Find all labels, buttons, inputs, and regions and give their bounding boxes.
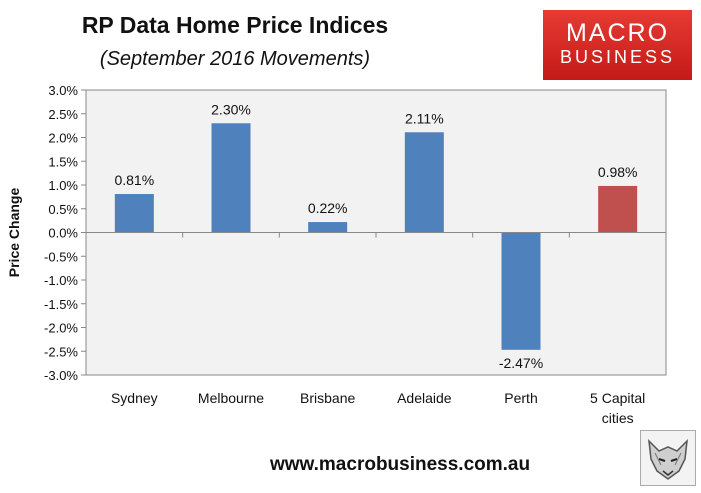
chart-title: RP Data Home Price Indices (81, 12, 389, 38)
x-tick-label: Brisbane (300, 390, 355, 406)
data-label: 0.22% (308, 200, 348, 216)
y-tick-label: 0.0% (48, 226, 78, 241)
x-tick-label: Perth (504, 390, 537, 406)
y-tick-label: -1.0% (44, 273, 78, 288)
logo-line-macro: MACRO (565, 19, 670, 47)
bar-5-capital-cities (598, 185, 638, 233)
wolf-head-icon (640, 430, 696, 486)
y-tick-label: 1.5% (48, 154, 78, 169)
x-tick-label: cities (602, 410, 634, 426)
y-tick-label: 0.5% (48, 202, 78, 217)
y-tick-label: 1.0% (48, 178, 78, 193)
data-label: 2.30% (211, 101, 251, 117)
x-tick-label: Sydney (111, 390, 158, 406)
macrobusiness-logo: MACRO BUSINESS (543, 10, 692, 80)
y-tick-label: -0.5% (44, 249, 78, 264)
y-tick-label: -2.5% (44, 344, 78, 359)
logo-line-business: BUSINESS (559, 47, 676, 67)
y-tick-label: 3.0% (48, 83, 78, 98)
bar-brisbane (308, 222, 348, 233)
bar-adelaide (404, 132, 444, 233)
chart-subtitle: (September 2016 Movements) (99, 48, 371, 70)
y-tick-label: 2.5% (48, 107, 78, 122)
y-tick-label: -2.0% (44, 321, 78, 336)
bar-perth (501, 232, 541, 350)
data-label: 0.81% (114, 172, 154, 188)
y-tick-label: -1.5% (44, 297, 78, 312)
y-tick-label: 2.0% (48, 131, 78, 146)
y-axis-title: Price Change (6, 188, 22, 278)
website-url: www.macrobusiness.com.au (270, 454, 531, 475)
x-tick-label: 5 Capital (590, 390, 645, 406)
data-label: 2.11% (405, 110, 444, 126)
x-tick-label: Melbourne (198, 390, 264, 406)
data-label: -2.47% (499, 355, 543, 371)
bar-melbourne (211, 123, 251, 233)
data-label: 0.98% (598, 164, 638, 180)
x-tick-label: Adelaide (397, 390, 452, 406)
bar-sydney (114, 194, 154, 233)
y-tick-label: -3.0% (44, 368, 78, 383)
